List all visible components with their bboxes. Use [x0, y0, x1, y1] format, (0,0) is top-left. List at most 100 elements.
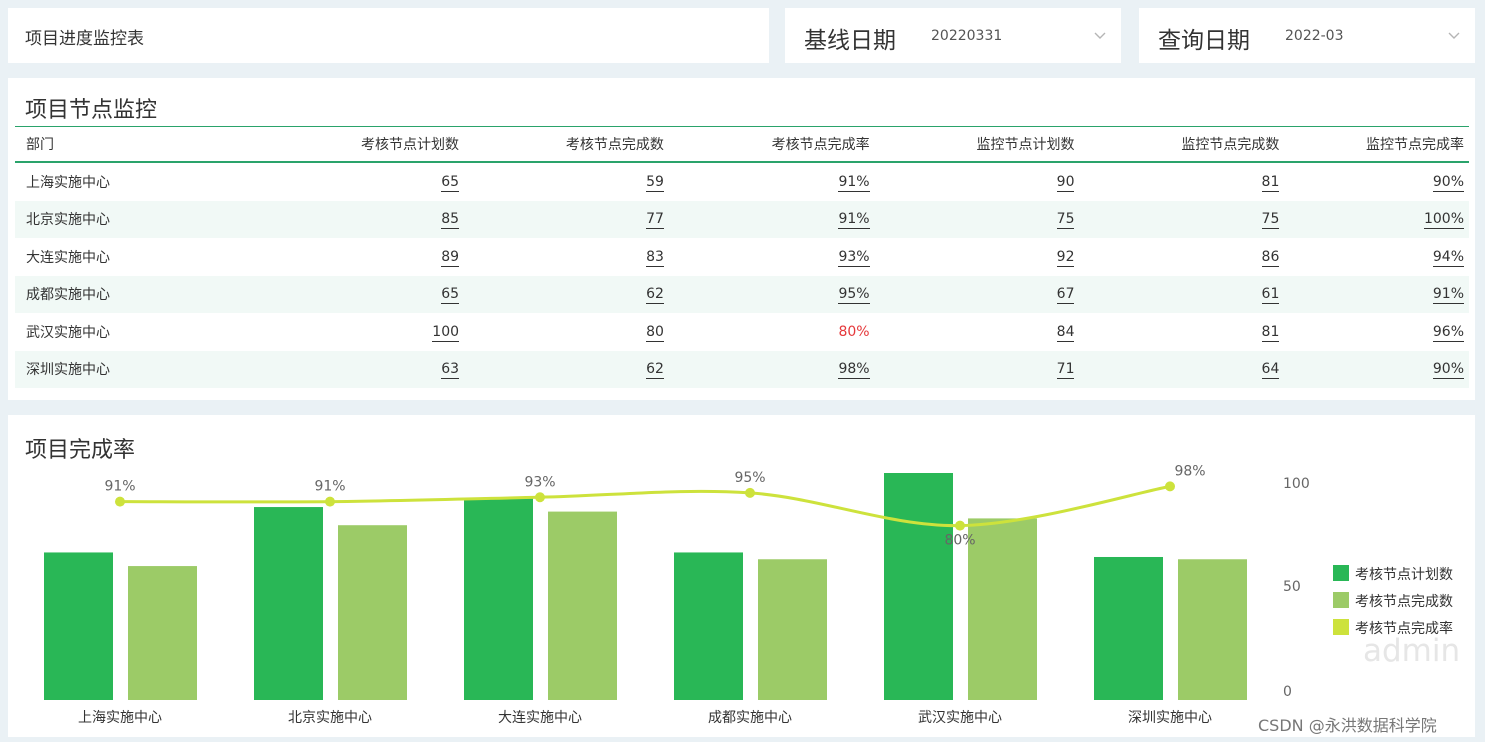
value-cell: 94%: [1284, 238, 1469, 276]
line-point: [325, 496, 335, 507]
dept-cell: 深圳实施中心: [15, 350, 263, 388]
bar: [758, 559, 827, 700]
query-date-value[interactable]: 2022-03: [1285, 28, 1344, 44]
value-link[interactable]: 86: [1261, 248, 1280, 267]
chevron-down-icon[interactable]: [1447, 28, 1461, 42]
dept-cell: 武汉实施中心: [26, 324, 110, 341]
node-monitor-panel: 项目节点监控 部门 考核节点计划数 考核节点完成数 考核节点完成率 监控节点计划数 监控节…: [8, 78, 1475, 400]
value-link[interactable]: 75: [1261, 211, 1280, 230]
value-link[interactable]: 62: [646, 286, 664, 305]
value-cell: 86: [1079, 238, 1284, 276]
value-cell: 80: [464, 313, 669, 351]
line-point: [955, 520, 965, 531]
value-link[interactable]: 62: [646, 361, 664, 380]
value-link[interactable]: 77: [646, 211, 664, 230]
baseline-date-value[interactable]: 20220331: [931, 28, 1003, 44]
data-label: 95%: [734, 470, 765, 486]
value-cell: 75: [874, 200, 1080, 238]
completion-chart-panel: 项目完成率 上海实施中心 北京实施中心 大连实施中心 成都实施中心 武汉实施中心 深圳实施…: [8, 415, 1475, 737]
value-cell: 80%: [669, 313, 875, 351]
x-tick-label: 武汉实施中心: [918, 710, 1002, 726]
legend-item: 考核节点计划数: [1355, 567, 1453, 583]
series-line: [119, 484, 1171, 528]
bar: [1178, 559, 1247, 700]
value-link[interactable]: 61: [1261, 286, 1280, 305]
table-row: 深圳实施中心 63 62 98% 71 64 90%: [15, 350, 1469, 388]
value-link[interactable]: 94%: [1432, 248, 1464, 267]
baseline-date-filter[interactable]: 基线日期 20220331: [785, 8, 1121, 63]
bar: [338, 525, 407, 700]
value-link[interactable]: 85: [441, 211, 460, 230]
value-link[interactable]: 90: [1056, 173, 1075, 192]
csdn-credit: CSDN @永洪数据科学院: [1258, 716, 1437, 735]
value-cell: 98%: [668, 350, 875, 388]
value-link[interactable]: 65: [441, 286, 460, 305]
value-link[interactable]: 81: [1261, 173, 1280, 192]
value-link[interactable]: 65: [441, 173, 460, 192]
value-cell: 62: [464, 350, 669, 388]
x-tick-label: 上海实施中心: [78, 710, 162, 726]
table-row: 北京实施中心 85 77 91% 75 75 100%: [15, 200, 1469, 238]
value-cell: 90%: [1284, 162, 1469, 201]
value-link[interactable]: 90%: [1432, 361, 1464, 380]
value-cell: 100%: [1284, 200, 1469, 238]
dept-cell: 北京实施中心: [15, 200, 263, 238]
y-tick-label: 0: [1283, 684, 1292, 700]
column-header: 监控节点完成率: [1284, 126, 1469, 163]
legend-swatch: [1333, 565, 1349, 581]
value-link[interactable]: 67: [1056, 286, 1075, 305]
value-cell: 65: [262, 162, 464, 201]
column-header: 监控节点计划数: [874, 126, 1080, 163]
value-cell: 91%: [669, 162, 875, 201]
query-date-filter[interactable]: 查询日期 2022-03: [1139, 8, 1475, 63]
value-cell: 85: [262, 200, 465, 238]
column-header: 考核节点完成数: [464, 126, 669, 163]
value-link[interactable]: 95%: [838, 286, 870, 305]
value-link[interactable]: 100%: [1423, 211, 1464, 230]
value-link[interactable]: 91%: [1432, 286, 1464, 305]
dept-cell: 大连实施中心: [26, 249, 110, 266]
value-cell: 71: [874, 350, 1080, 388]
value-link[interactable]: 90%: [1432, 173, 1464, 192]
value-link[interactable]: 93%: [838, 248, 870, 267]
value-cell: 91%: [668, 200, 875, 238]
value-link[interactable]: 59: [646, 173, 664, 192]
value-link[interactable]: 63: [441, 361, 460, 380]
value-link[interactable]: 81: [1261, 323, 1280, 342]
value-link[interactable]: 71: [1056, 361, 1075, 380]
data-label: 98%: [1174, 463, 1205, 479]
dept-cell: 上海实施中心: [26, 174, 110, 191]
chevron-down-icon[interactable]: [1093, 28, 1107, 42]
bar: [674, 552, 743, 700]
value-link[interactable]: 83: [646, 248, 664, 267]
value-link[interactable]: 89: [441, 248, 460, 267]
completion-chart-title: 项目完成率: [25, 438, 136, 463]
value-link[interactable]: 75: [1056, 211, 1075, 230]
value-cell: 100: [262, 313, 464, 351]
line-point: [115, 496, 125, 507]
baseline-date-label: 基线日期: [804, 28, 896, 54]
value-link[interactable]: 91%: [838, 211, 870, 230]
value-link[interactable]: 100: [432, 323, 460, 342]
report-title-box: 项目进度监控表: [8, 8, 769, 63]
value-cell: 95%: [668, 275, 875, 313]
value-link[interactable]: 80%: [838, 323, 870, 340]
value-link[interactable]: 98%: [838, 361, 870, 380]
value-link[interactable]: 84: [1056, 323, 1075, 342]
bar: [968, 518, 1037, 700]
value-link[interactable]: 96%: [1432, 323, 1464, 342]
table-row: 上海实施中心 65 59 91% 90 81 90%: [15, 162, 1469, 201]
dept-cell: 成都实施中心: [15, 275, 263, 313]
line-point: [1165, 481, 1175, 492]
value-link[interactable]: 64: [1261, 361, 1280, 380]
value-link[interactable]: 80: [646, 323, 664, 342]
x-tick-label: 深圳实施中心: [1128, 710, 1212, 726]
value-cell: 61: [1079, 275, 1285, 313]
value-cell: 96%: [1284, 313, 1469, 351]
value-cell: 91%: [1284, 275, 1469, 313]
value-link[interactable]: 92: [1056, 248, 1075, 267]
bar: [884, 473, 953, 700]
value-link[interactable]: 91%: [838, 173, 870, 192]
report-title: 项目进度监控表: [25, 29, 144, 49]
data-label: 91%: [104, 479, 135, 495]
